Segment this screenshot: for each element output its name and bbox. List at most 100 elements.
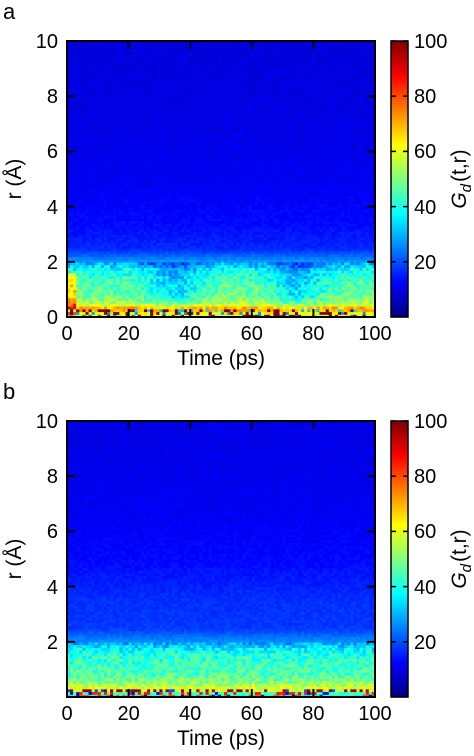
- heatmap-cell: [73, 272, 77, 277]
- heatmap-cell: [79, 76, 83, 81]
- heatmap-cell: [76, 192, 80, 197]
- heatmap-cell: [82, 54, 87, 59]
- heatmap-cell: [103, 43, 108, 48]
- heatmap-cell: [100, 187, 105, 191]
- heatmap-cell: [103, 278, 108, 282]
- heatmap-cell: [70, 104, 74, 108]
- heatmap-cell: [116, 121, 120, 125]
- heatmap-cell: [97, 134, 102, 139]
- heatmap-cell: [85, 82, 90, 86]
- heatmap-cell: [116, 242, 120, 246]
- heatmap-cell: [73, 82, 77, 86]
- heatmap-cell: [100, 170, 105, 175]
- heatmap-cell: [119, 132, 124, 136]
- heatmap-cell: [67, 41, 71, 45]
- heatmap-cell: [76, 278, 80, 282]
- heatmap-cell: [91, 184, 96, 188]
- heatmap-cell: [100, 259, 105, 263]
- heatmap-cell: [70, 49, 74, 53]
- heatmap-cell: [103, 118, 108, 122]
- heatmap-cell: [119, 270, 124, 274]
- heatmap-cell: [82, 137, 87, 141]
- heatmap-cell: [100, 115, 105, 119]
- heatmap-cell: [97, 209, 102, 213]
- heatmap-cell: [107, 179, 111, 183]
- heatmap-cell: [82, 245, 87, 249]
- heatmap-cell: [91, 201, 96, 205]
- heatmap-cell: [107, 93, 111, 97]
- heatmap-cell: [91, 143, 96, 147]
- heatmap-cell: [85, 173, 90, 177]
- heatmap-cell: [113, 85, 117, 89]
- heatmap-cell: [103, 308, 108, 313]
- heatmap-cell: [94, 311, 99, 315]
- heatmap-cell: [91, 79, 96, 83]
- heatmap-cell: [85, 195, 90, 199]
- heatmap-cell: [119, 145, 124, 150]
- heatmap-cell: [116, 264, 120, 268]
- heatmap-cell: [97, 87, 102, 92]
- heatmap-cell: [113, 167, 117, 172]
- heatmap-cell: [97, 115, 102, 119]
- heatmap-cell: [85, 289, 90, 293]
- heatmap-cell: [119, 314, 124, 318]
- heatmap-cell: [94, 137, 99, 141]
- heatmap-cell: [97, 156, 102, 161]
- heatmap-cell: [91, 253, 96, 257]
- heatmap-cell: [107, 256, 111, 260]
- heatmap-cell: [110, 63, 114, 67]
- heatmap-cell: [103, 289, 108, 293]
- heatmap-cell: [110, 165, 114, 169]
- heatmap-cell: [91, 68, 96, 72]
- heatmap-cell: [79, 52, 83, 56]
- heatmap-cell: [94, 126, 99, 130]
- heatmap-cell: [82, 126, 87, 130]
- heatmap-cell: [94, 250, 99, 255]
- heatmap-cell: [113, 201, 117, 205]
- heatmap-cell: [82, 278, 87, 282]
- heatmap-cell: [85, 214, 90, 219]
- heatmap-cell: [67, 96, 71, 100]
- heatmap-cell: [119, 256, 124, 260]
- heatmap-cell: [113, 170, 117, 175]
- heatmap-cell: [110, 292, 114, 296]
- heatmap-cell: [91, 228, 96, 233]
- heatmap-cell: [85, 308, 90, 313]
- heatmap-cell: [82, 261, 87, 266]
- heatmap-cell: [103, 220, 108, 224]
- heatmap-cell: [107, 132, 111, 136]
- heatmap-cell: [103, 57, 108, 61]
- heatmap-cell: [82, 292, 87, 296]
- heatmap-cell: [103, 184, 108, 188]
- heatmap-cell: [103, 98, 108, 103]
- heatmap-cell: [91, 294, 96, 299]
- heatmap-cell: [70, 236, 74, 241]
- heatmap-cell: [97, 145, 102, 150]
- heatmap-cell: [79, 272, 83, 277]
- heatmap-cell: [97, 123, 102, 128]
- heatmap-cell: [88, 173, 93, 177]
- heatmap-cell: [107, 154, 111, 158]
- heatmap-cell: [116, 162, 120, 166]
- heatmap-cell: [76, 303, 80, 307]
- heatmap-cell: [85, 311, 90, 315]
- heatmap-cell: [119, 281, 124, 285]
- heatmap-cell: [110, 228, 114, 233]
- heatmap-cell: [107, 195, 111, 199]
- heatmap-cell: [116, 156, 120, 161]
- heatmap-cell: [79, 134, 83, 139]
- heatmap-cell: [85, 192, 90, 197]
- heatmap-cell: [107, 272, 111, 277]
- heatmap-cell: [119, 101, 124, 106]
- heatmap-cell: [88, 79, 93, 83]
- heatmap-cell: [73, 134, 77, 139]
- heatmap-cell: [76, 68, 80, 72]
- heatmap-cell: [79, 300, 83, 304]
- heatmap-cell: [76, 49, 80, 53]
- heatmap-cell: [88, 300, 93, 304]
- heatmap-cell: [100, 250, 105, 255]
- heatmap-cell: [97, 264, 102, 268]
- heatmap-cell: [73, 305, 77, 310]
- heatmap-cell: [110, 159, 114, 164]
- heatmap-cell: [103, 190, 108, 194]
